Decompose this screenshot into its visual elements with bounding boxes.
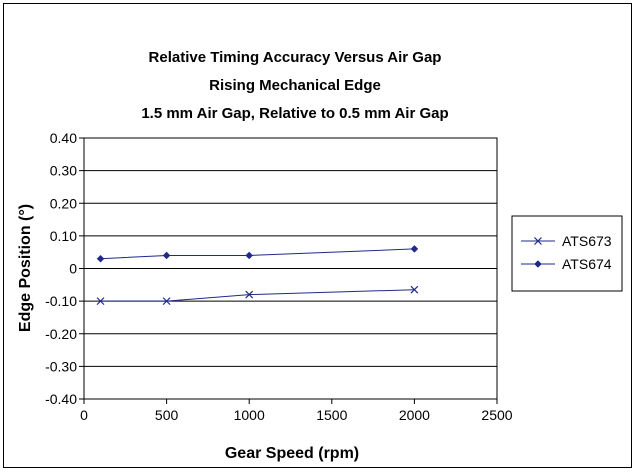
x-tick-label: 2000 xyxy=(399,407,430,423)
x-tick-label: 1500 xyxy=(316,407,347,423)
series-line xyxy=(100,248,415,260)
chart-title-line-3: 1.5 mm Air Gap, Relative to 0.5 mm Air G… xyxy=(141,105,448,122)
chart-title-line-1: Relative Timing Accuracy Versus Air Gap xyxy=(149,49,442,66)
legend-label: ATS674 xyxy=(562,256,612,272)
x-tick-label: 1000 xyxy=(234,407,265,423)
legend-item-ats674: ATS674 xyxy=(521,256,612,272)
series-line xyxy=(100,289,415,302)
y-axis-ticks: 0.40 0.30 0.20 0.10 0 -0.10 -0.20 -0.30 -0.40 xyxy=(45,130,84,407)
legend-label: ATS673 xyxy=(562,233,612,249)
data-point xyxy=(245,251,254,260)
data-point xyxy=(162,251,171,260)
data-point xyxy=(162,297,171,306)
series-ats674 xyxy=(96,245,419,263)
y-axis-title: Edge Position (°) xyxy=(17,204,34,332)
y-tick-label: 0.40 xyxy=(50,130,77,146)
series-layer xyxy=(96,245,419,306)
x-tick-label: 2500 xyxy=(481,407,512,423)
data-point xyxy=(410,245,419,253)
y-tick-label: -0.20 xyxy=(45,326,77,342)
y-tick-label: 0.30 xyxy=(50,163,77,179)
legend-marker xyxy=(534,237,542,245)
x-axis-ticks: 0 500 1000 1500 2000 2500 xyxy=(80,399,513,423)
data-point xyxy=(96,297,105,306)
legend-marker xyxy=(534,260,542,268)
legend-item-ats673: ATS673 xyxy=(521,233,612,249)
data-point xyxy=(410,285,419,294)
legend: ATS673 ATS674 xyxy=(511,215,623,292)
data-point xyxy=(245,290,254,299)
y-tick-label: -0.10 xyxy=(45,293,77,309)
x-tick-label: 0 xyxy=(80,407,88,423)
gridlines xyxy=(84,137,497,400)
y-tick-label: 0.10 xyxy=(50,228,77,244)
legend-box xyxy=(511,215,623,292)
y-tick-label: -0.40 xyxy=(45,391,77,407)
chart-title-line-2: Rising Mechanical Edge xyxy=(209,77,381,94)
data-point xyxy=(96,254,105,263)
y-tick-label: 0.20 xyxy=(50,195,77,211)
series-ats673 xyxy=(96,285,419,306)
x-axis-title: Gear Speed (rpm) xyxy=(225,445,359,462)
y-tick-label: 0 xyxy=(69,261,77,277)
y-tick-label: -0.30 xyxy=(45,358,77,374)
chart-title: Relative Timing Accuracy Versus Air Gap … xyxy=(141,49,448,122)
x-tick-label: 500 xyxy=(155,407,179,423)
